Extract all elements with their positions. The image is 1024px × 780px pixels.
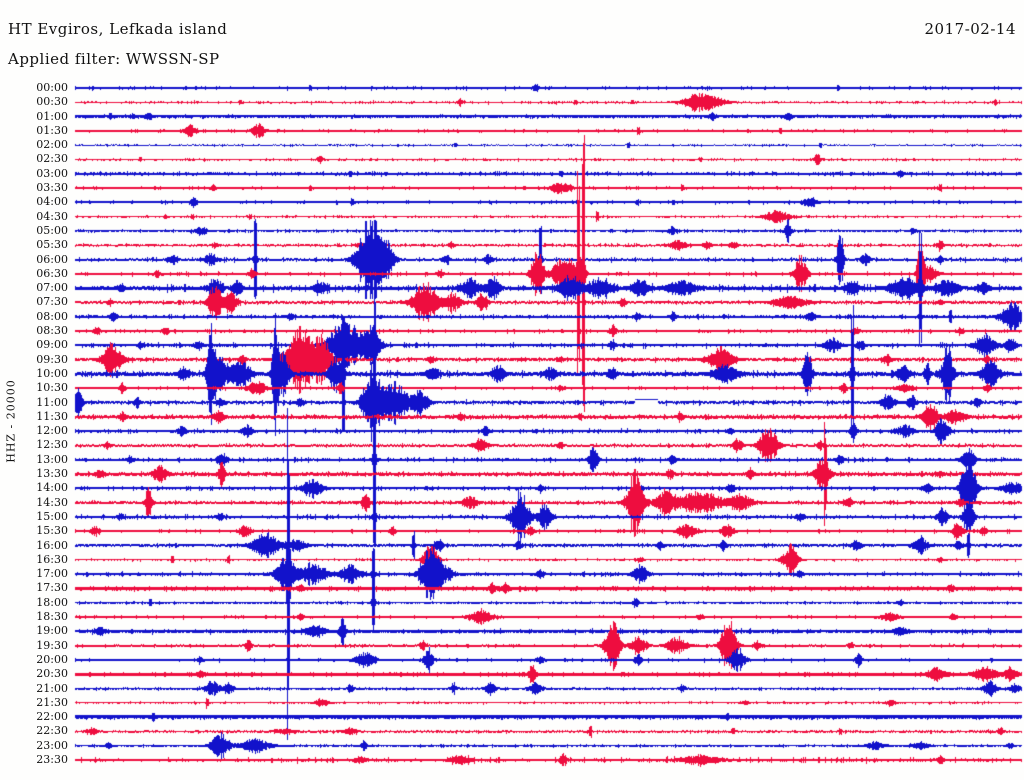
time-label-12:00: 12:00 (36, 424, 68, 438)
time-label-23:30: 23:30 (36, 753, 68, 766)
time-label-21:30: 21:30 (36, 695, 68, 709)
time-label-23:00: 23:00 (36, 738, 68, 752)
date-label: 2017-02-14 (924, 20, 1016, 38)
station-title: HT Evgiros, Lefkada island (8, 20, 228, 38)
time-label-11:30: 11:30 (36, 409, 68, 423)
time-label-21:00: 21:00 (36, 681, 68, 695)
time-label-07:00: 07:00 (36, 281, 68, 295)
time-label-03:30: 03:30 (36, 181, 68, 195)
time-label-06:30: 06:30 (36, 266, 68, 280)
time-label-02:30: 02:30 (36, 152, 68, 166)
time-label-19:30: 19:30 (36, 638, 68, 652)
time-label-17:00: 17:00 (36, 567, 68, 581)
time-label-14:30: 14:30 (36, 495, 68, 509)
time-label-19:00: 19:00 (36, 624, 68, 638)
time-label-08:30: 08:30 (36, 324, 68, 338)
time-label-00:30: 00:30 (36, 95, 68, 109)
filter-label: Applied filter: WWSSN-SP (8, 50, 220, 68)
time-label-01:30: 01:30 (36, 123, 68, 137)
time-label-04:30: 04:30 (36, 209, 68, 223)
time-label-22:00: 22:00 (36, 710, 68, 724)
time-label-03:00: 03:00 (36, 166, 68, 180)
time-label-12:30: 12:30 (36, 438, 68, 452)
time-label-20:00: 20:00 (36, 652, 68, 666)
time-label-00:00: 00:00 (36, 81, 68, 94)
time-label-13:30: 13:30 (36, 467, 68, 481)
time-label-08:00: 08:00 (36, 309, 68, 323)
time-label-20:30: 20:30 (36, 667, 68, 681)
time-label-07:30: 07:30 (36, 295, 68, 309)
amplitude-axis-label: HHZ - 20000 (4, 379, 18, 463)
time-label-02:00: 02:00 (36, 138, 68, 152)
time-label-22:30: 22:30 (36, 724, 68, 738)
time-label-01:00: 01:00 (36, 109, 68, 123)
time-label-05:00: 05:00 (36, 223, 68, 237)
time-label-16:00: 16:00 (36, 538, 68, 552)
time-label-11:00: 11:00 (36, 395, 68, 409)
time-label-16:30: 16:30 (36, 552, 68, 566)
time-label-15:30: 15:30 (36, 524, 68, 538)
time-label-09:00: 09:00 (36, 338, 68, 352)
time-label-17:30: 17:30 (36, 581, 68, 595)
time-label-15:00: 15:00 (36, 509, 68, 523)
time-label-06:00: 06:00 (36, 252, 68, 266)
time-label-10:00: 10:00 (36, 366, 68, 380)
time-label-18:30: 18:30 (36, 610, 68, 624)
time-label-10:30: 10:30 (36, 381, 68, 395)
time-label-13:00: 13:00 (36, 452, 68, 466)
time-label-14:00: 14:00 (36, 481, 68, 495)
time-label-09:30: 09:30 (36, 352, 68, 366)
time-label-04:00: 04:00 (36, 195, 68, 209)
time-label-05:30: 05:30 (36, 238, 68, 252)
time-label-18:00: 18:00 (36, 595, 68, 609)
